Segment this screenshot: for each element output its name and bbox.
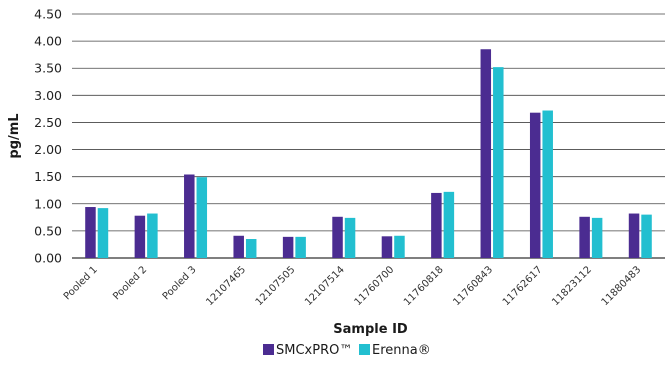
bar-smcxpro [480, 49, 492, 258]
legend-swatch-erenna [359, 344, 370, 355]
legend-label-smcxpro: SMCxPRO™ [276, 343, 352, 358]
bar-smcxpro [184, 174, 195, 258]
legend-label-erenna: Erenna® [372, 343, 431, 358]
y-tick-label: 2.00 [34, 142, 62, 157]
bar-erenna [394, 235, 405, 258]
bar-smcxpro [233, 235, 244, 258]
bar-erenna [443, 191, 455, 258]
x-tick-label: 11760843 [451, 264, 495, 308]
x-tick-label: 12107505 [254, 264, 298, 308]
bar-erenna [591, 217, 603, 258]
x-tick-label: 11760700 [353, 264, 397, 308]
bar-smcxpro [332, 216, 343, 258]
y-tick-label: 2.50 [34, 115, 62, 130]
y-tick-label: 1.50 [34, 169, 62, 184]
bar-smcxpro [529, 112, 541, 258]
bar-erenna [344, 217, 356, 258]
bar-smcxpro [282, 236, 294, 258]
legend: SMCxPRO™ Erenna® [263, 343, 431, 358]
legend-swatch-smcxpro [263, 344, 274, 355]
x-tick-label: 11880483 [600, 264, 644, 308]
bar-erenna [641, 214, 652, 258]
x-tick-label: 11823112 [550, 264, 594, 308]
bar-smcxpro [85, 207, 96, 258]
bar-erenna [542, 110, 553, 258]
bar-erenna [147, 213, 158, 258]
y-tick-label: 0.50 [34, 223, 62, 238]
y-tick-label: 4.50 [34, 7, 62, 22]
x-axis-ticks: Pooled 1 Pooled 2 Pooled 3 12107465 12107505… [62, 264, 644, 308]
bar-erenna [493, 67, 504, 258]
y-tick-label: 0.00 [34, 251, 62, 266]
bars [85, 49, 652, 258]
y-tick-label: 1.00 [34, 196, 62, 211]
y-tick-label: 4.00 [34, 34, 62, 49]
x-tick-label: 11760818 [402, 264, 446, 308]
bar-erenna [245, 239, 257, 258]
y-tick-label: 3.00 [34, 88, 62, 103]
x-tick-label: Pooled 3 [161, 264, 199, 302]
x-tick-label: Pooled 1 [62, 264, 100, 302]
x-tick-label: 12107514 [303, 264, 347, 308]
y-tick-label: 3.50 [34, 61, 62, 76]
bar-smcxpro [628, 213, 640, 258]
bar-smcxpro [579, 216, 590, 258]
bar-smcxpro [134, 215, 146, 258]
gridlines [72, 13, 665, 259]
bar-erenna [295, 236, 306, 258]
y-axis-ticks: 0.00 0.50 1.00 1.50 2.00 2.50 3.00 3.50 4.00 4.50 [34, 7, 62, 266]
bar-erenna [196, 177, 208, 258]
x-tick-label: 12107465 [204, 264, 248, 308]
y-axis-title: pg/mL [7, 113, 22, 158]
x-axis-title: Sample ID [333, 322, 408, 337]
bar-erenna [97, 208, 109, 258]
x-tick-label: 11762617 [501, 264, 545, 308]
bar-smcxpro [431, 192, 442, 258]
bar-smcxpro [381, 236, 393, 258]
x-tick-label: Pooled 2 [111, 264, 149, 302]
